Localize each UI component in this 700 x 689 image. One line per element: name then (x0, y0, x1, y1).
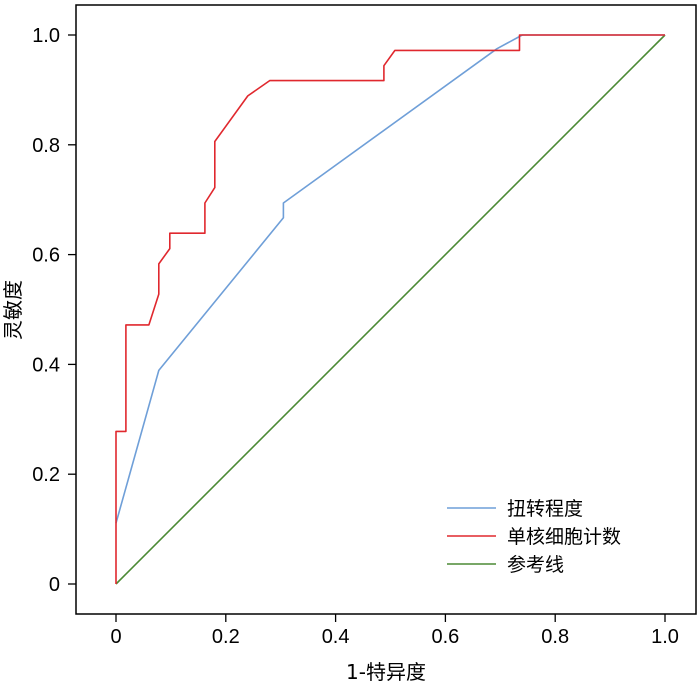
x-tick-label: 1.0 (651, 626, 679, 648)
x-tick-label: 0.2 (212, 626, 240, 648)
plot-frame (75, 4, 697, 615)
x-tick-label: 0.8 (541, 626, 569, 648)
y-tick-label: 0 (49, 574, 60, 596)
series-line (115, 34, 666, 585)
y-axis: 0 0.2 0.4 0.6 0.8 1.0 (32, 25, 76, 596)
x-tick-label: 0.6 (431, 626, 459, 648)
x-tick-label: 0.4 (322, 626, 350, 648)
x-axis: 0 0.2 0.4 0.6 0.8 1.0 (110, 614, 679, 648)
y-tick-label: 1.0 (32, 25, 60, 47)
series-line (115, 34, 665, 524)
legend-label: 扭转程度 (507, 498, 583, 520)
legend-label: 单核细胞计数 (507, 526, 621, 548)
y-tick-label: 0.2 (32, 464, 60, 486)
x-tick-label: 0 (110, 626, 121, 648)
y-axis-title: 灵敏度 (1, 280, 25, 340)
y-tick-label: 0.8 (32, 135, 60, 157)
series-layer (115, 34, 666, 585)
x-axis-title: 1-特异度 (346, 660, 426, 684)
y-tick-label: 0.4 (32, 354, 60, 376)
legend-label: 参考线 (507, 554, 564, 576)
series-line (115, 34, 665, 584)
y-tick-label: 0.6 (32, 245, 60, 267)
